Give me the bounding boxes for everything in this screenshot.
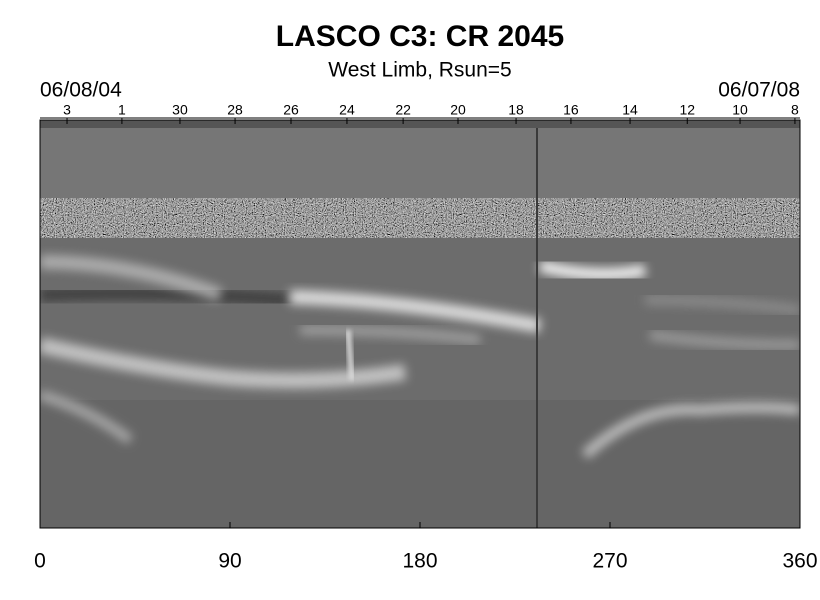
top-tick-label: 14 — [622, 102, 638, 118]
x-tick-label: 90 — [218, 550, 241, 573]
top-tick-label: 26 — [283, 102, 299, 118]
start-date: 06/08/04 — [40, 79, 122, 102]
top-tick-label: 12 — [679, 102, 695, 118]
chart-subtitle: West Limb, Rsun=5 — [328, 59, 511, 82]
top-tick-label: 18 — [508, 102, 524, 118]
top-tick-label: 22 — [395, 102, 411, 118]
x-tick-label: 180 — [402, 550, 437, 573]
top-tick-label: 28 — [227, 102, 243, 118]
top-tick-label: 16 — [563, 102, 579, 118]
top-tick-label: 1 — [118, 102, 126, 118]
top-tick-label: 8 — [791, 102, 799, 118]
end-date: 06/07/08 — [718, 79, 800, 102]
x-tick-label: 360 — [782, 550, 817, 573]
x-tick-label: 0 — [34, 550, 46, 573]
x-tick-label: 270 — [592, 550, 627, 573]
top-tick-label: 20 — [450, 102, 466, 118]
top-tick-label: 3 — [63, 102, 71, 118]
top-tick-label: 24 — [339, 102, 355, 118]
chart-title: LASCO C3: CR 2045 — [276, 20, 564, 53]
top-tick-label: 10 — [732, 102, 748, 118]
synoptic-image — [40, 120, 800, 528]
top-tick-label: 30 — [172, 102, 188, 118]
